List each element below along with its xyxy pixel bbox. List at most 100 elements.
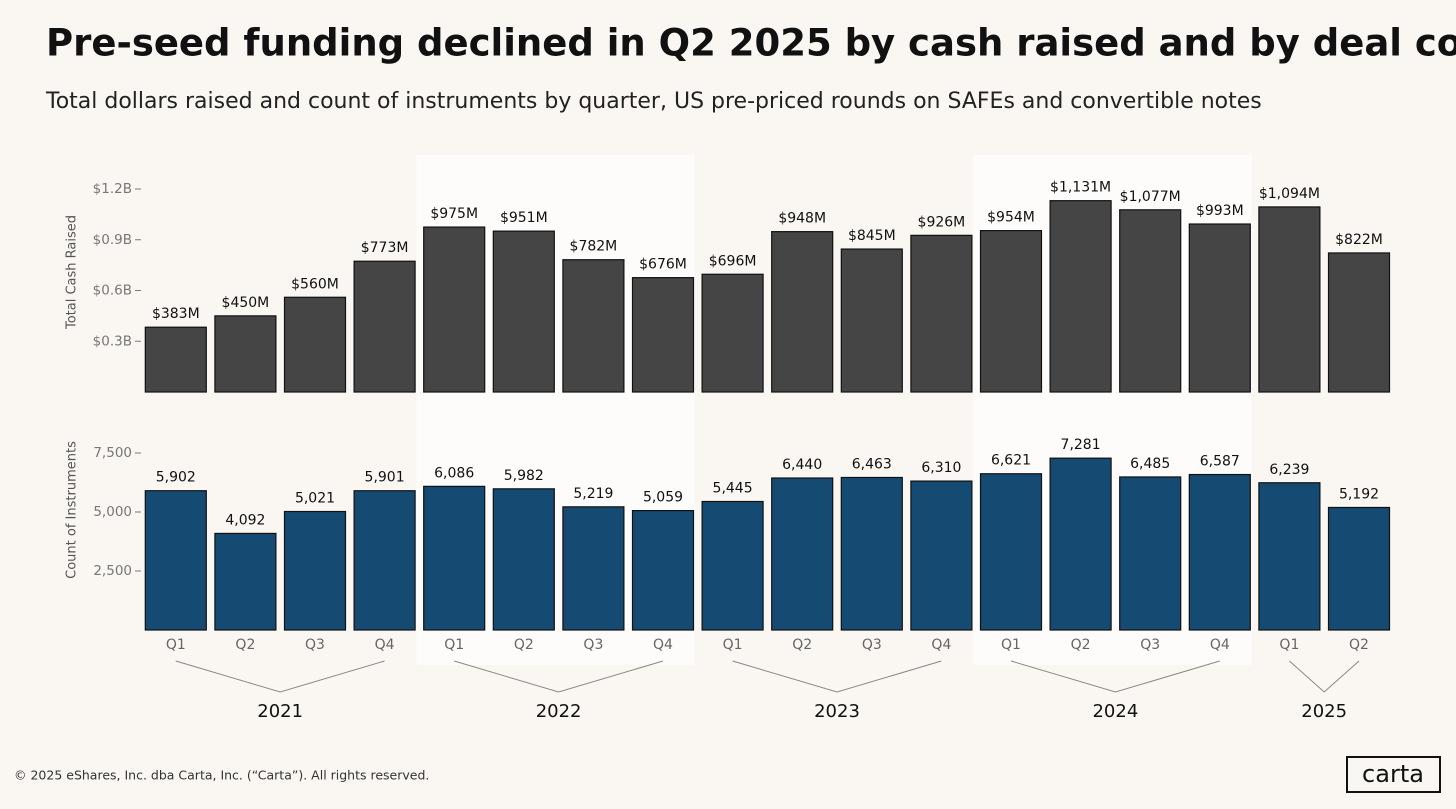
y-tick-label: 5,000 xyxy=(93,504,132,520)
bar xyxy=(771,477,834,631)
value-label: $773M xyxy=(361,240,409,256)
value-label: $696M xyxy=(709,253,757,269)
value-label: 7,281 xyxy=(1061,437,1101,453)
year-label: 2022 xyxy=(536,701,582,722)
value-label: 5,192 xyxy=(1339,486,1379,502)
value-label: $560M xyxy=(291,276,339,292)
value-label: 6,587 xyxy=(1200,454,1240,470)
bar xyxy=(353,490,416,631)
value-label: $845M xyxy=(848,228,896,244)
logo-box xyxy=(1346,756,1441,793)
x-tick-label: Q2 xyxy=(1071,637,1091,653)
value-label: $1,131M xyxy=(1050,180,1111,196)
value-label: $975M xyxy=(430,206,478,222)
x-tick-label: Q1 xyxy=(1001,637,1021,653)
x-tick-label: Q1 xyxy=(723,637,743,653)
value-label: 6,086 xyxy=(434,465,474,481)
logo: carta xyxy=(1362,760,1424,788)
bar xyxy=(353,260,416,393)
value-label: $948M xyxy=(778,211,826,227)
value-label: 6,239 xyxy=(1269,462,1309,478)
value-label: 5,445 xyxy=(713,480,753,496)
year-label: 2023 xyxy=(814,701,860,722)
y-tick-label: 7,500 xyxy=(93,445,132,461)
bar xyxy=(214,315,277,393)
bar xyxy=(771,231,834,393)
year-bracket xyxy=(454,660,664,693)
year-label: 2025 xyxy=(1301,701,1347,722)
bar xyxy=(492,488,555,631)
x-tick-label: Q1 xyxy=(166,637,186,653)
value-label: 5,059 xyxy=(643,490,683,506)
x-tick-label: Q3 xyxy=(305,637,325,653)
bar xyxy=(840,476,903,631)
value-label: $1,094M xyxy=(1259,186,1320,202)
x-tick-label: Q4 xyxy=(653,637,673,653)
bar xyxy=(1049,457,1112,631)
value-label: 4,092 xyxy=(225,512,265,528)
value-label: 6,310 xyxy=(921,460,961,476)
bar xyxy=(283,296,347,393)
y-tick-label: 2,500 xyxy=(93,563,132,579)
bar xyxy=(214,532,277,631)
bar xyxy=(840,248,903,393)
year-label: 2024 xyxy=(1092,701,1138,722)
x-tick-label: Q4 xyxy=(375,637,395,653)
bar xyxy=(492,230,555,393)
y-tick-label: $1.2B xyxy=(93,181,132,197)
bar xyxy=(1119,476,1182,631)
bar xyxy=(631,277,695,393)
bar xyxy=(144,490,207,631)
bar xyxy=(701,500,764,631)
year-bracket xyxy=(1010,660,1220,693)
bar xyxy=(144,326,207,393)
bar xyxy=(1258,206,1321,393)
bar xyxy=(1049,200,1112,393)
value-label: $993M xyxy=(1196,203,1244,219)
year-bracket xyxy=(732,660,942,693)
bar xyxy=(1188,473,1251,631)
bar xyxy=(1258,482,1321,631)
bar xyxy=(1327,506,1391,631)
y-tick-label: $0.9B xyxy=(93,232,132,248)
value-label: $383M xyxy=(152,306,200,322)
x-tick-label: Q1 xyxy=(1279,637,1299,653)
bar xyxy=(631,510,695,631)
value-label: $1,077M xyxy=(1120,189,1181,205)
footer: © 2025 eShares, Inc. dba Carta, Inc. (“C… xyxy=(14,768,429,783)
value-label: 5,902 xyxy=(156,470,196,486)
x-tick-label: Q2 xyxy=(514,637,534,653)
x-tick-label: Q2 xyxy=(235,637,255,653)
value-label: 6,621 xyxy=(991,453,1031,469)
value-label: $951M xyxy=(500,210,548,226)
x-tick-label: Q3 xyxy=(1140,637,1160,653)
bar xyxy=(423,485,486,631)
bar xyxy=(910,480,973,631)
value-label: 5,901 xyxy=(365,470,405,486)
value-label: $954M xyxy=(987,210,1035,226)
bar xyxy=(423,226,486,393)
value-label: 5,219 xyxy=(573,486,613,502)
bar xyxy=(701,273,764,393)
value-label: $782M xyxy=(570,239,618,255)
x-tick-label: Q3 xyxy=(583,637,603,653)
y-tick-label: $0.3B xyxy=(93,333,132,349)
x-tick-label: Q1 xyxy=(444,637,464,653)
bar xyxy=(562,506,625,631)
bar xyxy=(562,259,625,393)
x-tick-label: Q4 xyxy=(1210,637,1230,653)
value-label: 6,485 xyxy=(1130,456,1170,472)
value-label: $676M xyxy=(639,257,687,273)
value-label: $926M xyxy=(918,214,966,230)
x-tick-label: Q3 xyxy=(862,637,882,653)
value-label: 5,021 xyxy=(295,491,335,507)
value-label: $450M xyxy=(222,295,270,311)
x-tick-label: Q2 xyxy=(792,637,812,653)
bar xyxy=(283,510,347,631)
chart-subtitle: Total dollars raised and count of instru… xyxy=(45,89,1262,114)
value-label: 6,463 xyxy=(852,456,892,472)
bar xyxy=(910,234,973,393)
value-label: 6,440 xyxy=(782,457,822,473)
